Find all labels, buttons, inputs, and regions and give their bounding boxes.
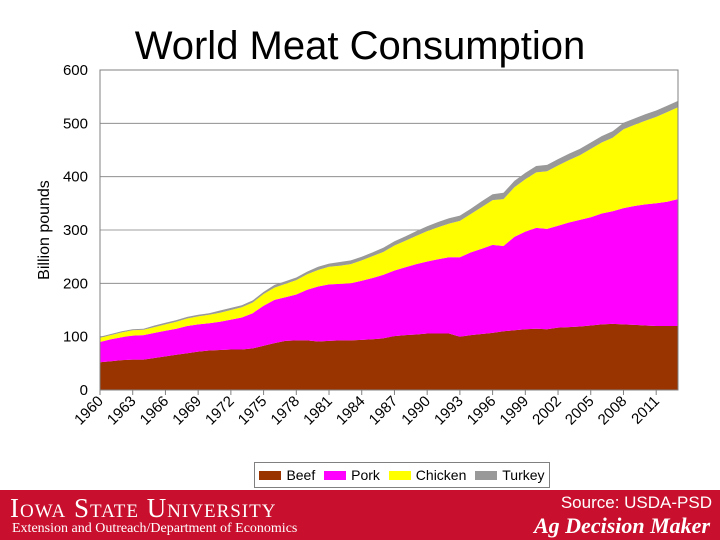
footer-banner: Iowa State University Extension and Outr… xyxy=(0,490,720,540)
legend-swatch-beef xyxy=(259,470,282,480)
x-tick-label: 1987 xyxy=(366,393,402,429)
x-tick-label: 2002 xyxy=(529,393,565,429)
legend-item-chicken: Chicken xyxy=(388,467,467,483)
y-tick-label: 0 xyxy=(80,382,88,399)
x-tick-label: 2008 xyxy=(595,393,631,429)
legend-swatch-pork xyxy=(324,470,347,480)
area-series-beef xyxy=(100,323,678,390)
x-tick-label: 1966 xyxy=(137,393,173,429)
x-tick-label: 1984 xyxy=(333,393,369,429)
plot-border xyxy=(99,69,679,391)
x-tick-label: 1975 xyxy=(235,393,271,429)
x-tick-label: 1999 xyxy=(497,393,533,429)
legend-label-beef: Beef xyxy=(286,467,316,483)
y-tick-label: 300 xyxy=(63,222,88,239)
legend-label-turkey: Turkey xyxy=(502,467,545,483)
chart-legend: Beef Pork Chicken Turkey xyxy=(254,462,550,488)
department-label: Extension and Outreach/Department of Eco… xyxy=(12,521,298,536)
page-title: World Meat Consumption xyxy=(134,24,586,68)
x-tick-label: 1981 xyxy=(300,393,336,429)
y-tick-label: 600 xyxy=(63,62,88,79)
legend-item-turkey: Turkey xyxy=(475,467,545,483)
legend-label-pork: Pork xyxy=(351,467,380,483)
x-tick-label: 1972 xyxy=(202,393,238,429)
x-tick-label: 1993 xyxy=(431,393,467,429)
x-tick-label: 1996 xyxy=(464,393,500,429)
legend-label-chicken: Chicken xyxy=(415,467,467,483)
y-tick-label: 500 xyxy=(63,115,88,132)
x-tick-label: 2011 xyxy=(628,393,663,428)
y-axis-label: Billion pounds xyxy=(36,180,53,280)
legend-swatch-chicken xyxy=(388,470,411,480)
x-tick-label: 1963 xyxy=(104,393,140,429)
y-tick-label: 100 xyxy=(63,329,88,346)
legend-item-pork: Pork xyxy=(324,467,380,483)
stacked-area-chart: 0100200300400500600196019631966196919721… xyxy=(36,62,679,429)
source-label: Source: USDA-PSD xyxy=(560,493,712,512)
x-tick-label: 1978 xyxy=(268,393,304,429)
x-tick-label: 1960 xyxy=(71,393,107,429)
x-tick-label: 1990 xyxy=(398,393,434,429)
legend-swatch-turkey xyxy=(475,470,498,480)
y-tick-label: 200 xyxy=(63,275,88,292)
x-tick-label: 2005 xyxy=(562,393,598,429)
institution-logo-text: Iowa State University xyxy=(10,493,277,523)
x-tick-label: 1969 xyxy=(169,393,205,429)
y-tick-label: 400 xyxy=(63,169,88,186)
brand-label: Ag Decision Maker xyxy=(534,513,710,538)
area-series-pork xyxy=(100,199,678,363)
legend-item-beef: Beef xyxy=(259,467,315,483)
